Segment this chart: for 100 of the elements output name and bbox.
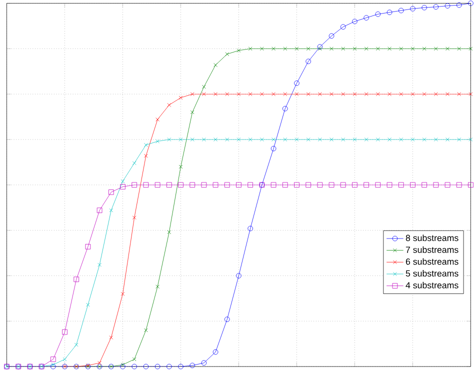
point xyxy=(330,92,334,96)
point xyxy=(364,92,368,96)
point xyxy=(166,182,172,188)
point xyxy=(202,92,206,96)
point xyxy=(178,364,184,370)
point xyxy=(96,208,102,213)
point xyxy=(225,52,230,56)
point xyxy=(270,146,276,152)
point xyxy=(317,44,323,50)
point xyxy=(294,46,299,50)
point xyxy=(376,92,380,96)
point xyxy=(272,92,276,96)
point xyxy=(85,244,91,250)
point xyxy=(341,92,346,96)
point xyxy=(422,182,427,188)
point xyxy=(120,292,125,296)
point xyxy=(109,335,114,340)
point xyxy=(202,84,206,89)
point xyxy=(388,137,392,142)
point xyxy=(236,137,241,142)
point xyxy=(236,182,242,188)
point xyxy=(283,137,288,142)
point xyxy=(410,182,416,188)
point xyxy=(144,154,148,158)
point xyxy=(120,184,126,190)
point xyxy=(434,137,438,142)
point xyxy=(74,276,80,282)
point xyxy=(214,92,218,96)
point xyxy=(352,46,357,50)
point xyxy=(317,182,323,188)
point xyxy=(330,137,334,142)
point xyxy=(457,46,462,50)
point xyxy=(190,362,195,368)
point xyxy=(468,0,474,6)
point xyxy=(468,46,473,50)
point xyxy=(167,137,172,142)
point xyxy=(248,137,252,142)
point xyxy=(306,92,310,96)
point xyxy=(178,96,183,100)
point xyxy=(74,342,78,347)
point xyxy=(410,46,415,50)
point xyxy=(224,182,230,188)
point xyxy=(434,92,438,96)
point xyxy=(283,46,288,50)
point xyxy=(120,179,125,184)
point xyxy=(212,182,218,188)
point xyxy=(330,46,334,50)
point xyxy=(340,24,346,30)
point xyxy=(376,137,380,142)
point xyxy=(270,182,276,188)
point xyxy=(272,137,276,142)
point xyxy=(352,92,357,96)
point xyxy=(248,226,253,232)
point xyxy=(306,137,310,142)
point xyxy=(444,182,450,188)
point xyxy=(248,46,252,50)
point xyxy=(167,230,172,234)
point xyxy=(352,18,358,24)
point xyxy=(156,117,160,122)
point xyxy=(248,182,253,188)
point xyxy=(62,329,68,335)
point xyxy=(236,272,242,278)
point xyxy=(86,302,90,307)
point xyxy=(190,137,194,142)
point xyxy=(178,137,183,142)
point xyxy=(236,92,241,96)
point xyxy=(214,62,218,67)
point xyxy=(444,3,450,8)
point xyxy=(178,182,184,188)
point xyxy=(398,182,404,188)
point xyxy=(318,92,322,96)
point xyxy=(433,182,439,188)
point xyxy=(190,92,194,96)
point xyxy=(154,182,160,188)
legend-label: 7 substreams xyxy=(406,246,458,253)
point xyxy=(434,46,438,50)
point xyxy=(190,182,195,188)
point xyxy=(318,137,322,142)
point xyxy=(364,15,369,20)
point xyxy=(375,11,381,17)
point xyxy=(446,137,450,142)
point xyxy=(306,182,311,188)
point xyxy=(376,46,380,50)
point xyxy=(468,92,473,96)
point xyxy=(132,357,136,362)
point xyxy=(143,364,149,370)
point xyxy=(236,48,241,52)
point xyxy=(328,33,334,38)
point xyxy=(352,137,357,142)
point xyxy=(109,208,114,212)
point xyxy=(398,8,404,14)
point xyxy=(468,182,474,188)
point xyxy=(132,216,136,220)
point xyxy=(388,92,392,96)
point xyxy=(201,360,207,366)
point xyxy=(457,137,462,142)
point xyxy=(468,137,473,142)
point xyxy=(143,182,149,188)
point xyxy=(433,4,439,10)
point xyxy=(132,182,138,188)
